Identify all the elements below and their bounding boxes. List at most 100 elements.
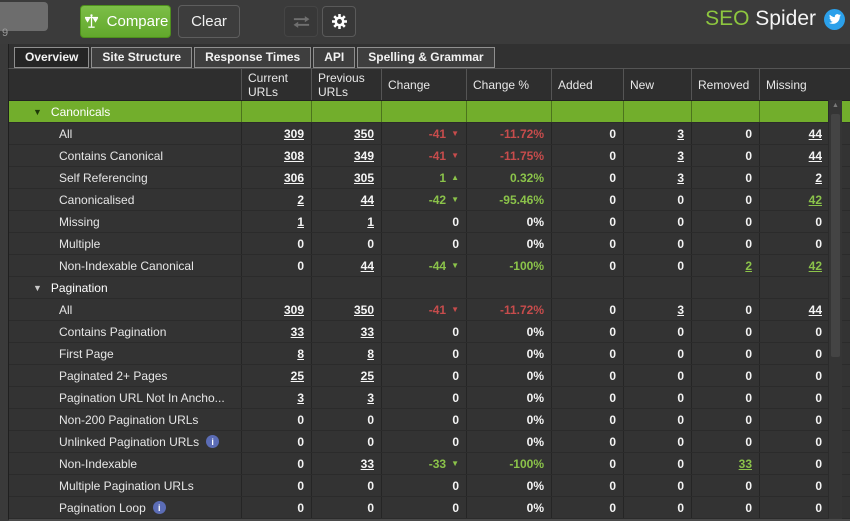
data-row-self-referencing[interactable]: Self Referencing 306 305 1 ▲ 0.32% 0 3 0 2: [9, 167, 850, 189]
value-link[interactable]: 44: [360, 192, 374, 207]
data-row-unlinked-pagination-urls[interactable]: Unlinked Pagination URLs i 0 0 0 0% 0 0 0 0: [9, 431, 850, 453]
value-link[interactable]: 350: [353, 302, 374, 317]
cell-removed: 0: [691, 123, 759, 144]
value-link[interactable]: 309: [283, 302, 304, 317]
value-link[interactable]: 25: [290, 368, 304, 383]
value-link[interactable]: 44: [808, 302, 822, 317]
settings-button[interactable]: [322, 6, 356, 37]
cell-added: 0: [551, 475, 623, 496]
value-link[interactable]: 42: [808, 192, 822, 207]
value-link[interactable]: 2: [745, 258, 752, 273]
cell-current-urls: 0: [241, 475, 311, 496]
tab-response-times[interactable]: Response Times: [194, 47, 312, 68]
value: 0: [745, 192, 752, 207]
compare-button[interactable]: Compare: [80, 5, 171, 38]
cell-change-pct: -100%: [466, 453, 551, 474]
value-link[interactable]: 308: [283, 148, 304, 163]
info-icon[interactable]: i: [152, 501, 166, 514]
row-label: Missing: [59, 214, 100, 229]
tab-site-structure[interactable]: Site Structure: [91, 47, 193, 68]
info-icon[interactable]: i: [206, 435, 220, 448]
value-link[interactable]: 44: [808, 126, 822, 141]
value-link[interactable]: 3: [677, 148, 684, 163]
value: 0: [609, 434, 616, 449]
value-link[interactable]: 44: [808, 148, 822, 163]
value-link[interactable]: 8: [367, 346, 374, 361]
value-link[interactable]: 25: [360, 368, 374, 383]
row-label: Non-Indexable: [59, 456, 138, 471]
value: 0: [297, 478, 304, 493]
group-row-pagination[interactable]: ▼ Pagination: [9, 277, 850, 299]
twitter-icon[interactable]: [824, 8, 845, 30]
row-label: Non-200 Pagination URLs: [59, 412, 199, 427]
value: 0: [452, 346, 459, 361]
data-row-non-indexable-canonical[interactable]: Non-Indexable Canonical 0 44 -44 ▼ -100% 0 0 2 42: [9, 255, 850, 277]
value: 0: [609, 148, 616, 163]
tab-spelling-grammar[interactable]: Spelling & Grammar: [357, 47, 495, 68]
tab-api[interactable]: API: [313, 47, 356, 68]
data-row-contains-canonical[interactable]: Contains Canonical 308 349 -41 ▼ -11.75% 0 3 0 44: [9, 145, 850, 167]
value-link[interactable]: 305: [353, 170, 374, 185]
change-down-icon: ▼: [451, 195, 459, 204]
data-row-all[interactable]: All 309 350 -41 ▼ -11.72% 0 3 0 44: [9, 299, 850, 321]
value-link[interactable]: 3: [677, 302, 684, 317]
value: 0: [452, 368, 459, 383]
data-row-canonicalised[interactable]: Canonicalised 2 44 -42 ▼ -95.46% 0 0 0 42: [9, 189, 850, 211]
swap-button[interactable]: [284, 6, 318, 37]
value-link[interactable]: 44: [360, 258, 374, 273]
triangle-down-icon[interactable]: ▼: [33, 282, 42, 293]
cell-change-pct: -11.72%: [466, 299, 551, 320]
value-link[interactable]: 8: [297, 346, 304, 361]
value-link[interactable]: 33: [738, 456, 752, 471]
gear-icon: [331, 13, 348, 30]
vertical-scrollbar[interactable]: ▲: [828, 100, 842, 519]
data-row-missing[interactable]: Missing 1 1 0 0% 0 0 0 0: [9, 211, 850, 233]
scrollbar-thumb[interactable]: [831, 114, 840, 358]
cell-current-urls: 2: [241, 189, 311, 210]
tab-overview[interactable]: Overview: [14, 47, 90, 68]
value-link[interactable]: 349: [353, 148, 374, 163]
data-row-first-page[interactable]: First Page 8 8 0 0% 0 0 0 0: [9, 343, 850, 365]
value-link[interactable]: 3: [677, 126, 684, 141]
value-link[interactable]: 309: [283, 126, 304, 141]
data-row-all[interactable]: All 309 350 -41 ▼ -11.72% 0 3 0 44: [9, 123, 850, 145]
value-link[interactable]: 42: [808, 258, 822, 273]
data-row-paginated-2-pages[interactable]: Paginated 2+ Pages 25 25 0 0% 0 0 0 0: [9, 365, 850, 387]
value-link[interactable]: 1: [367, 214, 374, 229]
value-link[interactable]: 350: [353, 126, 374, 141]
value-link[interactable]: 33: [360, 456, 374, 471]
value-link[interactable]: 2: [815, 170, 822, 185]
value: -100%: [509, 456, 544, 471]
group-row-canonicals[interactable]: ▼ Canonicals: [9, 101, 850, 123]
value-link[interactable]: 3: [367, 390, 374, 405]
value-link[interactable]: 3: [677, 170, 684, 185]
value-link[interactable]: 306: [283, 170, 304, 185]
triangle-down-icon[interactable]: ▼: [33, 106, 42, 117]
cell-new: 3: [623, 123, 691, 144]
value-link[interactable]: 33: [360, 324, 374, 339]
data-row-multiple-pagination-urls[interactable]: Multiple Pagination URLs 0 0 0 0% 0 0 0 0: [9, 475, 850, 497]
cell-current-urls: 0: [241, 409, 311, 430]
data-row-non-indexable[interactable]: Non-Indexable 0 33 -33 ▼ -100% 0 0 33 0: [9, 453, 850, 475]
overview-panel: Current URLs Previous URLs Change Change % A…: [8, 68, 850, 521]
cell-removed: 0: [691, 321, 759, 342]
value-link[interactable]: 2: [297, 192, 304, 207]
value-link[interactable]: 3: [297, 390, 304, 405]
row-label: Contains Canonical: [59, 148, 164, 163]
cell-previous-urls: 44: [311, 255, 381, 276]
data-row-non-200-pagination-urls[interactable]: Non-200 Pagination URLs 0 0 0 0% 0 0 0 0: [9, 409, 850, 431]
scrollbar-up-icon[interactable]: ▲: [832, 102, 839, 109]
data-row-pagination-url-not-in-ancho[interactable]: Pagination URL Not In Ancho... 3 3 0 0% 0 0 0 0: [9, 387, 850, 409]
data-row-contains-pagination[interactable]: Contains Pagination 33 33 0 0% 0 0 0 0: [9, 321, 850, 343]
data-row-pagination-loop[interactable]: Pagination Loop i 0 0 0 0% 0 0 0 0: [9, 497, 850, 519]
data-row-multiple[interactable]: Multiple 0 0 0 0% 0 0 0 0: [9, 233, 850, 255]
change-down-icon: ▼: [451, 151, 459, 160]
value-link[interactable]: 33: [290, 324, 304, 339]
cell-previous-urls: 0: [311, 409, 381, 430]
cell-current-urls: 3: [241, 387, 311, 408]
value-link[interactable]: 1: [297, 214, 304, 229]
clear-button[interactable]: Clear: [178, 5, 240, 38]
column-header-missing: Missing: [759, 69, 829, 100]
value: 0: [815, 236, 822, 251]
cell-current-urls: 0: [241, 453, 311, 474]
